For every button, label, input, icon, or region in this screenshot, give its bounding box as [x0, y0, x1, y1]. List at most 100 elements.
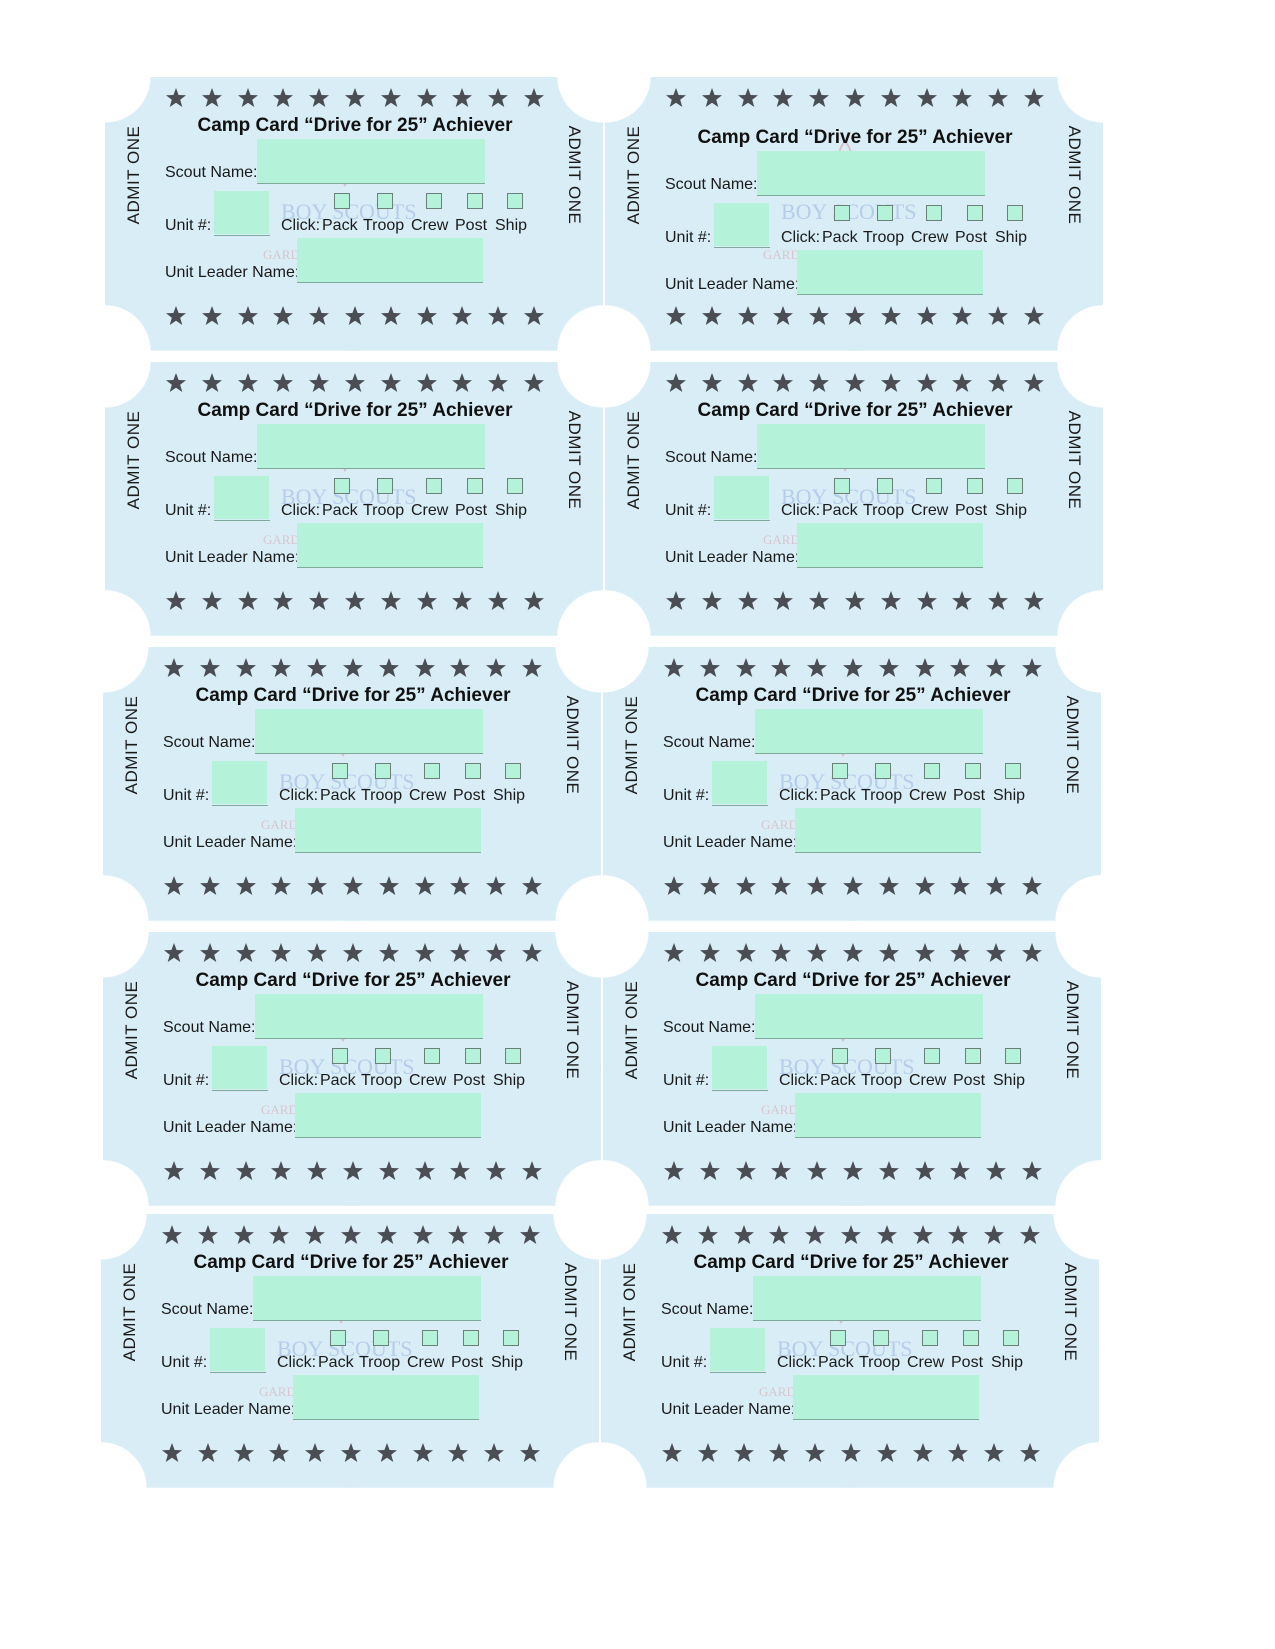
unit-number-field[interactable]	[710, 1328, 765, 1371]
troop-checkbox[interactable]	[377, 193, 393, 209]
post-checkbox[interactable]	[967, 205, 983, 221]
star-icon	[414, 942, 436, 964]
unit-leader-name-field[interactable]	[295, 1093, 481, 1138]
post-checkbox[interactable]	[463, 1330, 479, 1346]
star-icon	[235, 1160, 257, 1182]
post-checkbox[interactable]	[465, 763, 481, 779]
star-icon	[483, 1442, 505, 1464]
crew-checkbox[interactable]	[426, 478, 442, 494]
pack-checkbox[interactable]	[334, 478, 350, 494]
ship-checkbox[interactable]	[507, 193, 523, 209]
post-checkbox[interactable]	[965, 763, 981, 779]
pack-checkbox[interactable]	[834, 205, 850, 221]
troop-checkbox[interactable]	[373, 1330, 389, 1346]
unit-leader-name-field[interactable]	[795, 808, 981, 853]
unit-leader-name-field[interactable]	[793, 1375, 979, 1420]
crew-checkbox[interactable]	[424, 763, 440, 779]
ticket-title: Camp Card “Drive for 25” Achiever	[195, 970, 511, 991]
pack-checkbox[interactable]	[834, 478, 850, 494]
pack-checkbox[interactable]	[830, 1330, 846, 1346]
unit-number-field[interactable]	[714, 476, 769, 519]
post-label: Post	[451, 1354, 484, 1371]
unit-number-field[interactable]	[214, 191, 269, 234]
pack-checkbox[interactable]	[332, 763, 348, 779]
crew-checkbox[interactable]	[924, 763, 940, 779]
unit-leader-name-field[interactable]	[297, 523, 483, 568]
star-icon	[308, 87, 330, 109]
ship-checkbox[interactable]	[1005, 1048, 1021, 1064]
scout-name-field[interactable]	[257, 139, 485, 184]
ship-checkbox[interactable]	[1003, 1330, 1019, 1346]
star-icon	[772, 87, 794, 109]
post-checkbox[interactable]	[963, 1330, 979, 1346]
star-icon	[804, 1442, 826, 1464]
unit-leader-name-field[interactable]	[795, 1093, 981, 1138]
ship-checkbox[interactable]	[503, 1330, 519, 1346]
unit-leader-name-field[interactable]	[797, 523, 983, 568]
scout-name-field[interactable]	[753, 1276, 981, 1321]
unit-number-field[interactable]	[210, 1328, 265, 1371]
ship-checkbox[interactable]	[1007, 205, 1023, 221]
unit-leader-name-field[interactable]	[293, 1375, 479, 1420]
star-icon	[985, 1160, 1007, 1182]
unit-number-field[interactable]	[212, 761, 267, 804]
unit-number-field[interactable]	[714, 203, 769, 246]
post-checkbox[interactable]	[965, 1048, 981, 1064]
pack-checkbox[interactable]	[332, 1048, 348, 1064]
scout-name-field[interactable]	[253, 1276, 481, 1321]
troop-checkbox[interactable]	[377, 478, 393, 494]
post-checkbox[interactable]	[467, 478, 483, 494]
crew-checkbox[interactable]	[922, 1330, 938, 1346]
scout-name-field[interactable]	[755, 994, 983, 1039]
post-checkbox[interactable]	[467, 193, 483, 209]
ship-checkbox[interactable]	[1005, 763, 1021, 779]
troop-checkbox[interactable]	[375, 1048, 391, 1064]
pack-label: Pack	[818, 1354, 854, 1371]
scout-name-field[interactable]	[755, 709, 983, 754]
star-icon	[806, 875, 828, 897]
scout-name-field[interactable]	[757, 424, 985, 469]
star-icon	[951, 87, 973, 109]
troop-checkbox[interactable]	[875, 763, 891, 779]
star-icon	[523, 372, 545, 394]
scout-name-field[interactable]	[255, 994, 483, 1039]
crew-checkbox[interactable]	[426, 193, 442, 209]
crew-checkbox[interactable]	[422, 1330, 438, 1346]
post-checkbox[interactable]	[465, 1048, 481, 1064]
unit-leader-name-field[interactable]	[797, 250, 983, 295]
unit-number-field[interactable]	[712, 1046, 767, 1089]
troop-checkbox[interactable]	[375, 763, 391, 779]
unit-number-underline	[212, 1090, 268, 1091]
star-icon	[914, 657, 936, 679]
post-checkbox[interactable]	[967, 478, 983, 494]
pack-label: Pack	[820, 787, 856, 804]
ship-checkbox[interactable]	[505, 1048, 521, 1064]
troop-checkbox[interactable]	[877, 478, 893, 494]
crew-checkbox[interactable]	[424, 1048, 440, 1064]
star-icon	[808, 305, 830, 327]
troop-checkbox[interactable]	[875, 1048, 891, 1064]
unit-number-underline	[712, 805, 768, 806]
pack-checkbox[interactable]	[334, 193, 350, 209]
pack-checkbox[interactable]	[832, 1048, 848, 1064]
crew-checkbox[interactable]	[924, 1048, 940, 1064]
pack-checkbox[interactable]	[330, 1330, 346, 1346]
scout-name-field[interactable]	[257, 424, 485, 469]
unit-leader-name-field[interactable]	[297, 238, 483, 283]
scout-name-field[interactable]	[757, 151, 985, 196]
ship-checkbox[interactable]	[1007, 478, 1023, 494]
unit-leader-name-field[interactable]	[295, 808, 481, 853]
scout-name-field[interactable]	[255, 709, 483, 754]
unit-number-field[interactable]	[712, 761, 767, 804]
unit-number-field[interactable]	[212, 1046, 267, 1089]
crew-checkbox[interactable]	[926, 205, 942, 221]
ship-checkbox[interactable]	[505, 763, 521, 779]
crew-checkbox[interactable]	[926, 478, 942, 494]
scout-name-label: Scout Name:	[165, 449, 258, 466]
ship-checkbox[interactable]	[507, 478, 523, 494]
bottom-star-row	[663, 875, 1043, 897]
troop-checkbox[interactable]	[873, 1330, 889, 1346]
troop-checkbox[interactable]	[877, 205, 893, 221]
pack-checkbox[interactable]	[832, 763, 848, 779]
unit-number-field[interactable]	[214, 476, 269, 519]
